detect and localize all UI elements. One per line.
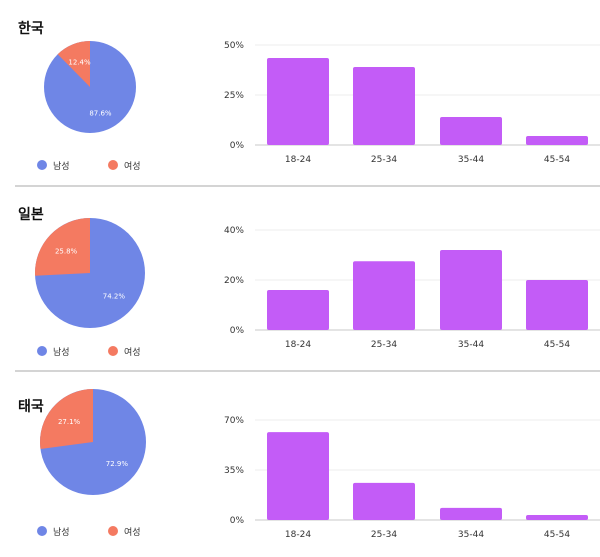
- legend-label-male: 남성: [53, 527, 70, 538]
- x-tick-label: 45-54: [544, 530, 570, 540]
- x-tick-label: 18-24: [285, 530, 311, 540]
- x-tick-label: 35-44: [458, 155, 484, 165]
- section-title-korea: 한국: [18, 21, 44, 37]
- y-tick-label: 70%: [224, 416, 244, 426]
- pie-label-female: 12.4%: [68, 58, 91, 66]
- legend-label-male: 남성: [53, 161, 70, 172]
- y-tick-label: 0%: [230, 141, 245, 151]
- bar-18-24: [267, 290, 329, 330]
- y-tick-label: 35%: [224, 466, 244, 476]
- y-tick-label: 20%: [224, 276, 244, 286]
- legend-marker-male: [37, 160, 47, 170]
- y-tick-label: 0%: [230, 326, 245, 336]
- x-tick-label: 45-54: [544, 155, 570, 165]
- pie-label-male: 72.9%: [106, 460, 129, 468]
- section-title-thailand: 태국: [18, 399, 44, 415]
- bar-35-44: [440, 117, 502, 145]
- bar-25-34: [353, 67, 415, 145]
- legend-label-female: 여성: [124, 160, 141, 172]
- bar-45-54: [526, 136, 588, 145]
- x-tick-label: 18-24: [285, 340, 311, 350]
- bar-25-34: [353, 482, 415, 520]
- legend-marker-male: [37, 526, 47, 536]
- bar-18-24: [267, 58, 329, 145]
- y-tick-label: 50%: [224, 41, 244, 51]
- bar-18-24: [267, 432, 329, 520]
- y-tick-label: 40%: [224, 226, 244, 236]
- bar-25-34: [353, 261, 415, 330]
- pie-slice-female: [35, 218, 90, 276]
- pie-label-male: 74.2%: [103, 293, 126, 301]
- legend-marker-female: [108, 346, 118, 356]
- legend-marker-female: [108, 526, 118, 536]
- divider: [15, 370, 600, 372]
- legend-label-male: 남성: [53, 347, 70, 358]
- x-tick-label: 35-44: [458, 340, 484, 350]
- x-tick-label: 25-34: [371, 340, 397, 350]
- pie-label-female: 25.8%: [55, 247, 78, 255]
- legend-label-female: 여성: [124, 526, 141, 538]
- pie-label-male: 87.6%: [89, 110, 112, 118]
- y-tick-label: 0%: [230, 516, 245, 526]
- y-tick-label: 25%: [224, 91, 244, 101]
- x-tick-label: 18-24: [285, 155, 311, 165]
- legend-marker-female: [108, 160, 118, 170]
- legend-marker-male: [37, 346, 47, 356]
- bar-45-54: [526, 515, 588, 520]
- x-tick-label: 45-54: [544, 340, 570, 350]
- divider: [15, 185, 600, 187]
- bar-35-44: [440, 507, 502, 520]
- x-tick-label: 25-34: [371, 155, 397, 165]
- pie-slice-female: [40, 389, 93, 449]
- bar-35-44: [440, 250, 502, 330]
- x-tick-label: 35-44: [458, 530, 484, 540]
- x-tick-label: 25-34: [371, 530, 397, 540]
- pie-slice-female: [57, 41, 90, 87]
- pie-label-female: 27.1%: [58, 418, 81, 426]
- bar-45-54: [526, 280, 588, 330]
- legend-label-female: 여성: [124, 346, 141, 358]
- section-title-japan: 일본: [18, 207, 44, 223]
